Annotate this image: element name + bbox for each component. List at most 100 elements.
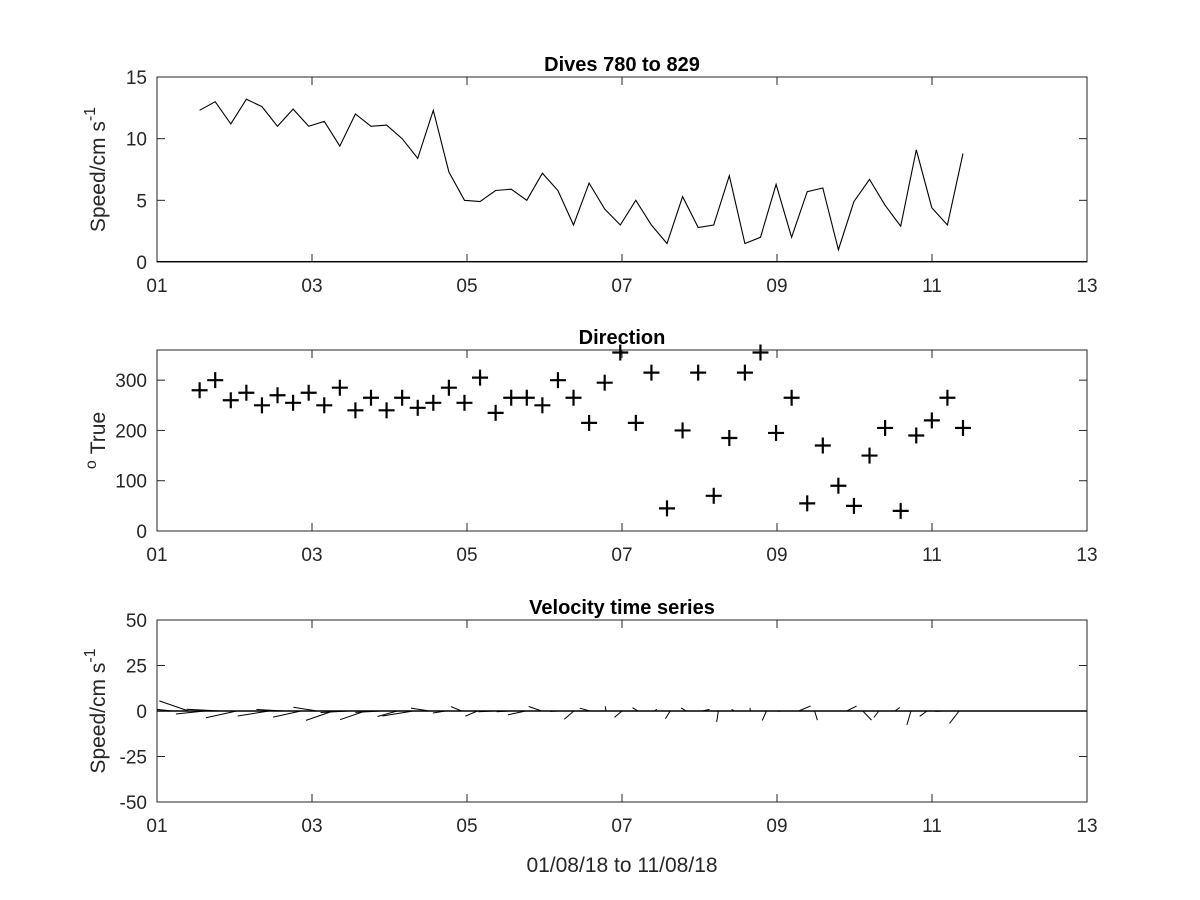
direction-point: [394, 389, 411, 406]
direction-point: [487, 404, 504, 421]
x-tick-label: 07: [611, 816, 632, 837]
direction-point: [253, 397, 270, 414]
direction-point: [768, 424, 785, 441]
direction-point: [923, 412, 940, 429]
chart-title: Direction: [579, 327, 666, 349]
velocity-stick: [919, 710, 928, 717]
x-axis-label: 01/08/18 to 11/08/18: [526, 854, 717, 877]
direction-point: [331, 379, 348, 396]
direction-chart: 01 03 05 07 09 11 13 0 100 200 300 Direction o True: [83, 327, 1098, 566]
velocity-stick: [272, 710, 302, 718]
direction-point: [534, 397, 551, 414]
x-tick-label: 03: [301, 545, 322, 566]
y-tick-label: 25: [126, 657, 147, 678]
direction-point: [581, 414, 598, 431]
direction-point: [861, 447, 878, 464]
x-tick-label: 13: [1076, 545, 1097, 566]
x-tick-label: 13: [1076, 276, 1097, 297]
velocity-stick: [237, 710, 269, 717]
direction-point: [565, 389, 582, 406]
direction-point: [472, 369, 489, 386]
chart-title: Dives 780 to 829: [544, 54, 700, 76]
velocity-stick: [632, 707, 639, 712]
velocity-stick: [814, 710, 818, 721]
velocity-stick: [377, 710, 398, 717]
y-axis-label: Speed/cm s-1: [82, 648, 110, 773]
velocity-chart: 01 03 05 07 09 11 13 -50 -25 0 25 50 Velocity time s…: [82, 597, 1098, 877]
x-tick-label: 09: [766, 545, 787, 566]
x-tick-label: 09: [766, 816, 787, 837]
velocity-stick: [949, 710, 960, 724]
direction-point: [736, 364, 753, 381]
x-tick-label: 07: [611, 545, 632, 566]
y-tick-label: 300: [115, 371, 147, 392]
velocity-stick: [653, 708, 658, 712]
y-tick-label: -25: [120, 748, 147, 769]
direction-point: [955, 419, 971, 436]
y-axis-label-sup: -1: [82, 648, 99, 662]
x-tick-label: 07: [611, 276, 632, 297]
direction-point: [409, 399, 426, 416]
velocity-stick: [702, 708, 710, 712]
velocity-stick: [496, 710, 510, 713]
direction-point: [596, 374, 613, 391]
direction-point: [316, 397, 333, 414]
direction-point: [612, 344, 629, 361]
velocity-stick: [382, 710, 414, 717]
direction-point: [721, 429, 738, 446]
x-tick-label: 01: [146, 545, 167, 566]
direction-point: [814, 437, 831, 454]
x-tick-label: 13: [1076, 816, 1097, 837]
y-tick-label: 200: [115, 421, 147, 442]
direction-point: [440, 379, 457, 396]
direction-point: [207, 372, 224, 389]
y-axis-label-main: Speed/cm s: [87, 121, 110, 232]
x-tick-label: 05: [456, 816, 477, 837]
speed-series-line: [199, 98, 964, 252]
direction-point: [518, 389, 535, 406]
velocity-stick: [664, 710, 671, 720]
x-tick-label: 03: [301, 816, 322, 837]
direction-point: [752, 344, 769, 361]
x-tick-label: 01: [146, 276, 167, 297]
y-axis-label-sup: -1: [82, 107, 99, 121]
direction-point: [783, 389, 800, 406]
velocity-stick: [293, 706, 318, 712]
velocity-stick: [680, 707, 687, 712]
x-tick-label: 09: [766, 276, 787, 297]
velocity-stick: [507, 710, 526, 716]
y-tick-label: 5: [136, 191, 147, 212]
velocity-stick: [410, 707, 430, 712]
direction-point: [285, 394, 302, 411]
direction-point: [845, 497, 862, 514]
velocity-stick: [846, 705, 857, 712]
y-axis-label-sup: o: [83, 460, 100, 469]
velocity-stick: [450, 706, 462, 712]
velocity-stick: [579, 707, 591, 712]
velocity-stick: [894, 707, 901, 712]
direction-point: [362, 389, 379, 406]
velocity-stick: [465, 710, 478, 717]
direction-point: [877, 419, 894, 436]
data-layer: [157, 700, 1087, 726]
direction-point: [939, 389, 956, 406]
velocity-stick: [528, 706, 542, 712]
direction-point: [658, 500, 675, 517]
direction-point: [347, 402, 364, 419]
velocity-stick: [798, 705, 811, 712]
plot-area: [156, 349, 1088, 532]
velocity-stick: [604, 706, 607, 712]
direction-point: [378, 402, 395, 419]
y-tick-label: 0: [136, 253, 147, 274]
velocity-stick: [873, 710, 880, 718]
velocity-stick: [731, 708, 735, 712]
direction-point: [690, 364, 707, 381]
y-tick-label: 100: [115, 472, 147, 493]
plot-area: [156, 76, 1088, 263]
direction-point: [456, 394, 473, 411]
direction-point: [674, 422, 691, 439]
chart-title: Velocity time series: [529, 597, 715, 619]
velocity-stick: [862, 710, 872, 721]
